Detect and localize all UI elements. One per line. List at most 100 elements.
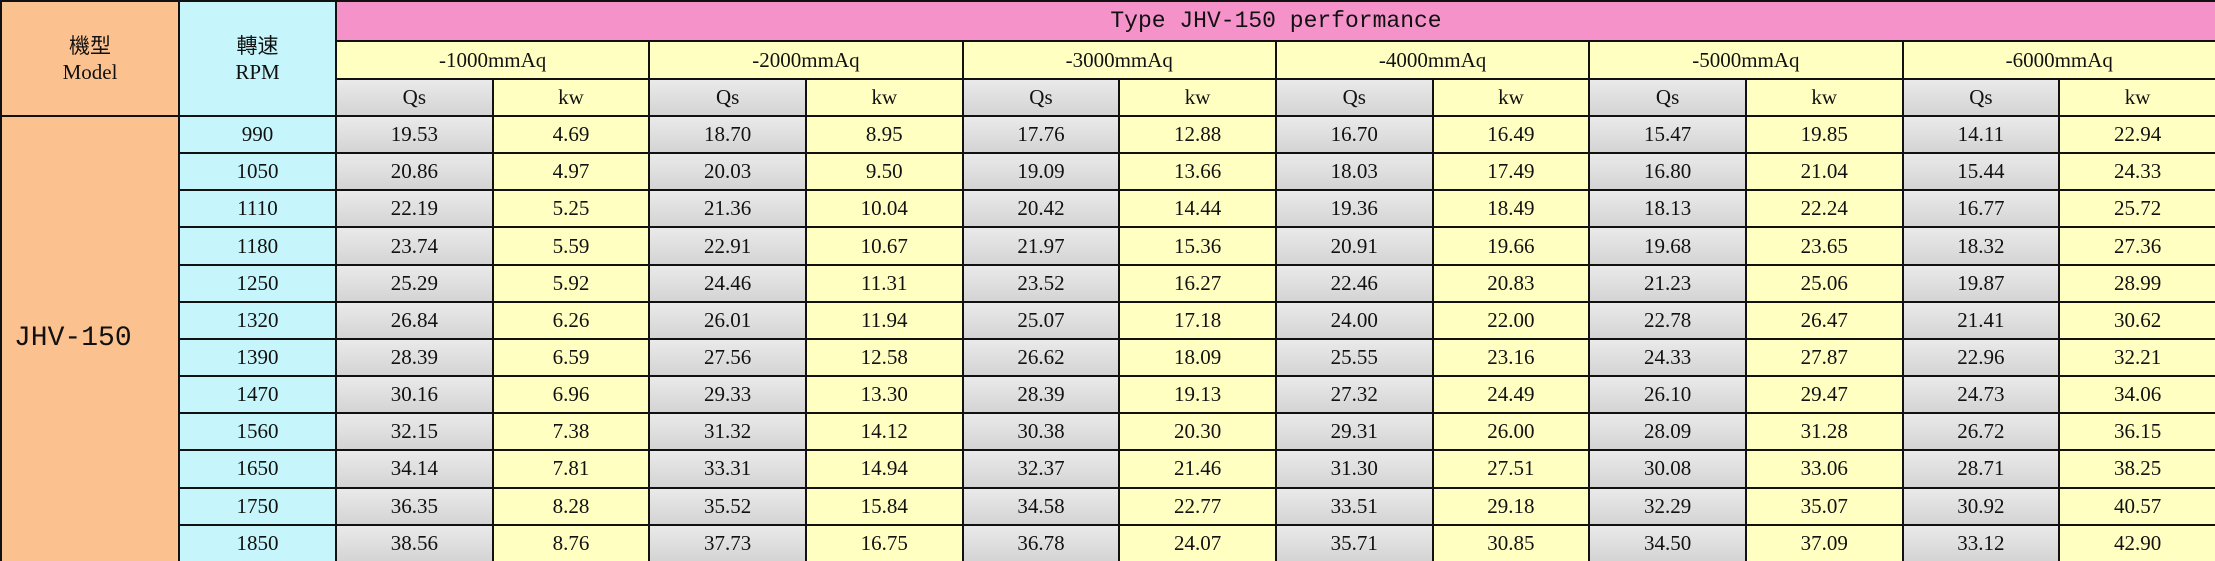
- value-cell: 30.85: [1431, 523, 1591, 561]
- value-cell: 19.68: [1588, 226, 1747, 266]
- value-cell: 20.42: [961, 189, 1121, 229]
- value-cell: 24.73: [1901, 375, 2061, 415]
- value-cell: 20.83: [1431, 263, 1591, 303]
- value-cell: 36.15: [2058, 412, 2215, 452]
- value-cell: 24.33: [2058, 152, 2215, 192]
- value-cell: 5.92: [491, 263, 651, 303]
- value-cell: 28.71: [1901, 449, 2061, 489]
- value-cell: 11.31: [804, 263, 964, 303]
- value-cell: 22.24: [1744, 189, 1904, 229]
- value-cell: 14.44: [1118, 189, 1277, 229]
- table-row: 1470 30.16 6.96 29.33 13.30 28.39 19.13 27.32 24…: [1, 375, 2215, 415]
- rpm-cell: 1110: [178, 189, 337, 229]
- value-cell: 38.25: [2058, 449, 2215, 489]
- value-cell: 16.80: [1588, 152, 1747, 192]
- value-cell: 33.31: [648, 449, 807, 489]
- value-cell: 26.47: [1744, 300, 1904, 340]
- value-cell: 29.47: [1744, 375, 1904, 415]
- pressure-header: -2000mmAq: [648, 40, 964, 80]
- value-cell: 19.36: [1274, 189, 1434, 229]
- value-cell: 18.09: [1118, 337, 1277, 378]
- value-cell: 19.85: [1744, 114, 1904, 155]
- value-cell: 19.87: [1901, 263, 2061, 303]
- pressure-header: -6000mmAq: [1901, 40, 2215, 80]
- value-cell: 18.70: [648, 114, 807, 155]
- value-cell: 20.03: [648, 152, 807, 192]
- value-cell: 29.33: [648, 375, 807, 415]
- value-cell: 15.47: [1588, 114, 1747, 155]
- value-cell: 25.72: [2058, 189, 2215, 229]
- value-cell: 29.18: [1431, 486, 1591, 526]
- table-row: Qs kw Qs kw Qs kw Qs kw Qs kw Qs kw: [1, 78, 2215, 117]
- value-cell: 19.53: [335, 114, 494, 155]
- table-title: Type JHV-150 performance: [335, 0, 2215, 42]
- value-cell: 22.91: [648, 226, 807, 266]
- value-cell: 35.71: [1274, 523, 1434, 561]
- value-cell: 8.28: [491, 486, 651, 526]
- value-cell: 21.41: [1901, 300, 2061, 340]
- value-cell: 31.30: [1274, 449, 1434, 489]
- value-cell: 31.28: [1744, 412, 1904, 452]
- value-cell: 27.51: [1431, 449, 1591, 489]
- model-header-zh: 機型: [69, 33, 111, 58]
- value-cell: 24.33: [1588, 337, 1747, 378]
- table-row: 機型 Model 轉速 RPM Type JHV-150 performance: [0, 0, 2215, 117]
- value-cell: 18.32: [1901, 226, 2061, 266]
- sub-header: Qs: [1274, 78, 1434, 117]
- value-cell: 19.09: [961, 152, 1121, 192]
- value-cell: 21.04: [1744, 152, 1904, 192]
- value-cell: 34.14: [335, 449, 494, 489]
- value-cell: 33.06: [1744, 449, 1904, 489]
- value-cell: 26.84: [335, 300, 494, 340]
- value-cell: 6.96: [491, 375, 651, 415]
- sub-header: kw: [1118, 78, 1277, 117]
- table-row: 1750 36.35 8.28 35.52 15.84 34.58 22.77 33.51 29…: [1, 486, 2215, 526]
- value-cell: 31.32: [648, 412, 807, 452]
- value-cell: 26.01: [648, 300, 807, 340]
- value-cell: 18.49: [1431, 189, 1591, 229]
- table-row: 1180 23.74 5.59 22.91 10.67 21.97 15.36 20.91 19…: [1, 226, 2215, 266]
- table-row: 1320 26.84 6.26 26.01 11.94 25.07 17.18 24.00 22…: [1, 300, 2215, 340]
- value-cell: 30.92: [1901, 486, 2061, 526]
- pressure-header: -4000mmAq: [1274, 40, 1591, 80]
- value-cell: 4.69: [491, 114, 651, 155]
- value-cell: 10.04: [804, 189, 964, 229]
- rpm-header: 轉速 RPM: [178, 0, 337, 117]
- value-cell: 20.86: [335, 152, 494, 192]
- value-cell: 30.38: [961, 412, 1121, 452]
- table-row: 1110 22.19 5.25 21.36 10.04 20.42 14.44 19.36 18…: [1, 189, 2215, 229]
- value-cell: 7.38: [491, 412, 651, 452]
- value-cell: 6.59: [491, 337, 651, 378]
- value-cell: 26.00: [1431, 412, 1591, 452]
- value-cell: 16.49: [1431, 114, 1591, 155]
- sub-header: Qs: [961, 78, 1121, 117]
- rpm-cell: 1850: [178, 523, 337, 561]
- value-cell: 28.39: [961, 375, 1121, 415]
- value-cell: 20.91: [1274, 226, 1434, 266]
- sub-header: Qs: [1588, 78, 1747, 117]
- value-cell: 25.07: [961, 300, 1121, 340]
- value-cell: 28.99: [2058, 263, 2215, 303]
- sub-header: kw: [491, 78, 651, 117]
- value-cell: 12.58: [804, 337, 964, 378]
- value-cell: 22.46: [1274, 263, 1434, 303]
- value-cell: 24.46: [648, 263, 807, 303]
- value-cell: 28.09: [1588, 412, 1747, 452]
- value-cell: 22.96: [1901, 337, 2061, 378]
- pressure-header: -3000mmAq: [961, 40, 1277, 80]
- value-cell: 24.00: [1274, 300, 1434, 340]
- value-cell: 10.67: [804, 226, 964, 266]
- sub-header: kw: [2058, 78, 2215, 117]
- value-cell: 14.94: [804, 449, 964, 489]
- rpm-cell: 1180: [178, 226, 337, 266]
- value-cell: 6.26: [491, 300, 651, 340]
- table-row: 1650 34.14 7.81 33.31 14.94 32.37 21.46 31.30 27…: [1, 449, 2215, 489]
- value-cell: 33.12: [1901, 523, 2061, 561]
- value-cell: 14.12: [804, 412, 964, 452]
- value-cell: 40.57: [2058, 486, 2215, 526]
- value-cell: 22.19: [335, 189, 494, 229]
- value-cell: 13.66: [1118, 152, 1277, 192]
- model-header: 機型 Model: [0, 0, 180, 117]
